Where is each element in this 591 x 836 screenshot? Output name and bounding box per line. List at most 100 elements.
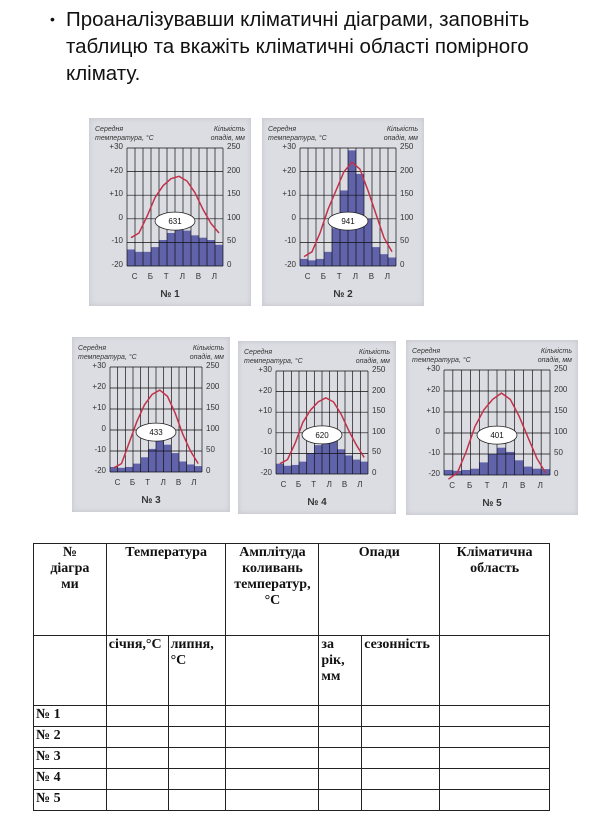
month-label: Л xyxy=(160,478,166,487)
precip-bar xyxy=(156,440,164,472)
temp-tick-label: +10 xyxy=(426,406,440,415)
temp-tick-label: +10 xyxy=(282,189,296,199)
answer-cell[interactable] xyxy=(225,726,320,748)
month-label: Б xyxy=(129,478,136,487)
precip-tick-label: 0 xyxy=(206,466,211,475)
answer-cell[interactable] xyxy=(361,768,441,790)
answer-cell[interactable] xyxy=(167,789,227,811)
answer-cell[interactable] xyxy=(167,726,227,748)
temp-tick-label: 0 xyxy=(267,426,272,436)
header-text: Амплітуда xyxy=(239,545,306,560)
answer-cell[interactable] xyxy=(439,747,550,769)
precip-bar xyxy=(444,469,453,475)
answer-cell[interactable] xyxy=(361,789,441,811)
answer-cell[interactable] xyxy=(225,705,320,727)
answer-cell[interactable] xyxy=(318,705,363,727)
answer-cell[interactable] xyxy=(105,768,169,790)
precip-tick-label: 250 xyxy=(372,365,386,374)
precip-bar xyxy=(179,461,187,472)
temp-axis-title: Середня xyxy=(412,348,441,355)
subheader-text: січня,°С xyxy=(108,637,162,652)
annual-total-oval xyxy=(135,422,177,442)
chart-caption: № 4 xyxy=(307,497,327,508)
precip-bar xyxy=(135,251,143,266)
precip-tick-label: 100 xyxy=(372,426,386,436)
answer-cell[interactable] xyxy=(439,789,550,811)
precip-bar xyxy=(306,453,315,474)
subheader-text: мм xyxy=(321,669,341,684)
annual-total-label: 433 xyxy=(149,428,163,437)
month-label: В xyxy=(341,480,348,489)
temp-axis-title: Середня xyxy=(78,345,107,352)
answer-cell[interactable] xyxy=(318,789,363,811)
answer-cell[interactable] xyxy=(105,747,169,769)
answer-cell[interactable] xyxy=(439,705,550,727)
answer-cell[interactable] xyxy=(439,726,550,748)
header-text: Кліматична xyxy=(456,545,533,560)
month-label: В xyxy=(195,272,202,281)
answer-cell[interactable] xyxy=(105,705,169,727)
temp-tick-label: +30 xyxy=(282,142,296,151)
answer-cell[interactable] xyxy=(167,705,227,727)
answer-cell[interactable] xyxy=(361,726,441,748)
annual-total-oval xyxy=(476,425,518,445)
answer-cell[interactable] xyxy=(167,768,227,790)
precip-axis-title: опадів, мм xyxy=(537,357,572,364)
precip-bar xyxy=(125,466,133,472)
temp-tick-label: +10 xyxy=(92,403,106,412)
precip-axis-title: Кількість xyxy=(192,345,224,352)
answer-cell[interactable] xyxy=(167,747,227,769)
temp-tick-label: 0 xyxy=(435,427,440,436)
answer-cell[interactable] xyxy=(439,768,550,790)
answer-cell[interactable] xyxy=(105,789,169,811)
header-text: діагра xyxy=(50,561,90,576)
precip-bar xyxy=(194,466,202,472)
answer-cell[interactable] xyxy=(361,747,441,769)
temp-tick-label: +20 xyxy=(426,385,440,394)
precip-tick-label: 0 xyxy=(554,469,559,478)
answer-cell[interactable] xyxy=(318,747,363,769)
precip-bar xyxy=(183,230,191,266)
answer-cell[interactable] xyxy=(225,789,320,811)
answer-cell[interactable] xyxy=(318,726,363,748)
table-row: № 2 xyxy=(33,726,550,748)
temp-tick-label: -20 xyxy=(94,466,106,475)
month-label: С xyxy=(131,272,138,281)
month-label: Л xyxy=(179,272,186,281)
row-label: № 1 xyxy=(33,705,107,727)
precip-tick-label: 150 xyxy=(372,406,386,416)
precip-bar xyxy=(159,240,167,266)
answer-cell[interactable] xyxy=(361,705,441,727)
task-line-2: таблицю та вкажіть кліматичні області по… xyxy=(66,35,529,58)
precip-tick-label: 250 xyxy=(400,142,414,151)
precip-bar xyxy=(167,232,175,266)
precip-axis-title: опадів, мм xyxy=(383,135,418,142)
precip-bar xyxy=(532,468,542,475)
precip-axis-title: Кількість xyxy=(358,349,390,356)
month-label: Б xyxy=(147,272,154,281)
precip-tick-label: 200 xyxy=(227,165,241,175)
temp-tick-label: -20 xyxy=(284,260,296,269)
precip-bar xyxy=(345,455,353,474)
table-row: № 5 xyxy=(33,789,550,811)
precip-bar xyxy=(348,150,356,266)
answer-cell[interactable] xyxy=(105,726,169,748)
answer-cell[interactable] xyxy=(225,747,320,769)
temp-tick-label: 0 xyxy=(101,424,106,433)
answer-cell[interactable] xyxy=(225,768,320,790)
table-row: № 1 xyxy=(33,705,550,727)
precip-tick-label: 150 xyxy=(206,403,220,412)
climate-table: № діагра ми Температура Амплітуда колива… xyxy=(33,543,550,811)
subheader-empty xyxy=(33,635,107,706)
answer-cell[interactable] xyxy=(318,768,363,790)
precip-bar xyxy=(352,459,361,474)
precip-bar xyxy=(388,257,396,266)
month-label: С xyxy=(304,272,311,281)
precip-bar xyxy=(133,463,141,472)
precip-tick-label: 150 xyxy=(227,189,241,199)
temp-tick-label: -10 xyxy=(94,445,106,454)
precip-bar xyxy=(148,448,156,472)
precip-tick-label: 50 xyxy=(372,447,381,457)
precip-bar xyxy=(140,457,149,472)
precip-bar xyxy=(276,463,284,474)
